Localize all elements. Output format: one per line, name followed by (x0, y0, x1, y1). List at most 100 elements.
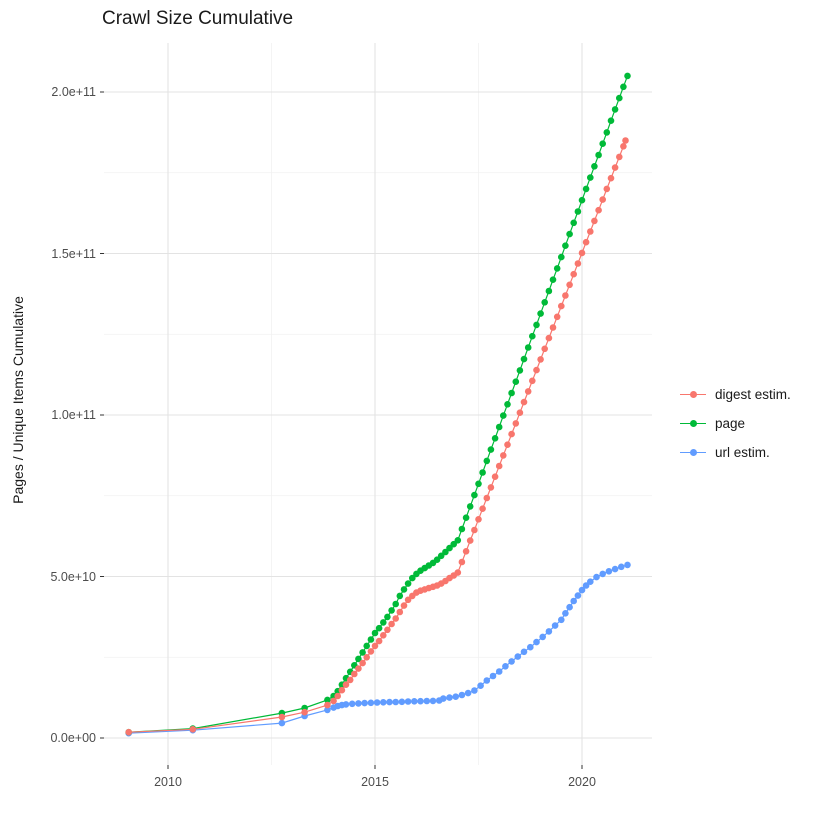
data-point-urlestim (373, 699, 381, 706)
data-point-digestestim (599, 196, 606, 203)
data-point-page (516, 367, 524, 374)
data-point-urlestim (558, 616, 565, 624)
data-point-urlestim (458, 691, 466, 699)
data-point-urlestim (593, 573, 600, 581)
data-point-digestestim (334, 692, 342, 700)
data-point-page (458, 525, 466, 533)
data-point-page (392, 600, 400, 608)
data-point-digestestim (342, 681, 350, 688)
data-point-page (611, 106, 619, 113)
data-point-digestestim (529, 377, 536, 385)
data-point-digestestim (189, 726, 197, 733)
data-point-urlestim (417, 697, 424, 705)
data-point-page (409, 574, 416, 582)
data-point-urlestim (574, 592, 582, 599)
data-point-digestestim (351, 670, 358, 678)
data-point-page (574, 208, 582, 215)
data-point-page (595, 151, 602, 159)
data-point-urlestim (361, 699, 368, 707)
data-point-page (553, 265, 561, 272)
data-point-urlestim (392, 698, 400, 706)
data-point-digestestim (504, 441, 511, 449)
data-point-page (388, 607, 395, 614)
data-point-page (466, 503, 474, 510)
data-point-urlestim (514, 653, 522, 660)
data-point-digestestim (500, 452, 507, 459)
data-point-urlestim (477, 682, 484, 689)
data-point-urlestim (404, 698, 412, 705)
legend-item-url: url estim. (680, 438, 791, 467)
data-point-digestestim (558, 302, 565, 310)
data-point-digestestim (587, 228, 594, 235)
legend-key-digest (680, 388, 706, 402)
data-point-page (375, 624, 383, 632)
data-point-digestestim (363, 654, 371, 661)
legend-key-page (680, 417, 706, 431)
data-point-digestestim (400, 602, 408, 609)
data-point-digestestim (396, 608, 404, 616)
series-line-urlestim (128, 564, 628, 734)
data-point-urlestim (502, 663, 509, 670)
data-point-digestestim (375, 637, 383, 645)
data-point-digestestim (616, 153, 623, 161)
legend-point-icon (689, 449, 697, 456)
data-point-digestestim (495, 462, 503, 470)
data-point-page (442, 548, 449, 556)
data-point-page (380, 619, 387, 626)
data-point-urlestim (348, 700, 356, 708)
data-point-digestestim (367, 648, 375, 655)
x-tick-label: 2020 (568, 775, 596, 789)
data-point-page (446, 544, 453, 552)
data-point-digestestim (524, 388, 532, 395)
data-point-urlestim (605, 568, 613, 575)
data-point-urlestim (489, 672, 497, 680)
data-point-digestestim (346, 676, 354, 684)
data-point-digestestim (508, 430, 515, 438)
data-point-page (587, 174, 594, 181)
data-point-digestestim (520, 398, 528, 406)
data-point-digestestim (301, 708, 308, 716)
data-point-digestestim (591, 217, 598, 225)
y-tick-label: 2.0e+11 (51, 85, 96, 99)
data-point-urlestim (520, 648, 528, 656)
y-axis-title: Pages / Unique Items Cumulative (10, 296, 26, 504)
data-point-urlestim (423, 697, 431, 705)
data-point-digestestim (392, 615, 400, 622)
data-point-urlestim (562, 610, 569, 617)
data-point-page (359, 649, 366, 656)
data-point-page (599, 140, 606, 147)
legend-label-page: page (715, 416, 746, 431)
data-point-urlestim (527, 643, 534, 651)
data-point-urlestim (618, 563, 625, 571)
data-point-page (570, 219, 577, 227)
data-point-page (483, 457, 491, 465)
data-point-page (367, 636, 375, 643)
data-point-digestestim (595, 206, 602, 214)
data-point-page (324, 696, 331, 704)
data-point-page (495, 423, 503, 431)
data-point-page (491, 435, 499, 442)
data-point-urlestim (429, 697, 437, 705)
data-point-digestestim (404, 596, 412, 604)
y-tick-label: 1.0e+11 (51, 408, 96, 422)
data-point-digestestim (582, 238, 590, 246)
y-tick-label: 1.5e+11 (51, 246, 96, 261)
data-point-urlestim (367, 699, 375, 707)
data-point-digestestim (278, 713, 286, 721)
data-point-urlestim (508, 658, 515, 665)
data-point-page (591, 163, 598, 170)
data-point-page (607, 117, 615, 124)
data-point-page (624, 72, 631, 80)
data-point-page (363, 642, 371, 650)
legend-item-page: page (680, 409, 791, 438)
data-point-page (582, 185, 590, 193)
data-point-urlestim (611, 565, 619, 573)
data-point-urlestim (483, 677, 491, 684)
data-point-page (404, 580, 412, 587)
data-point-page (400, 586, 408, 593)
data-point-digestestim (466, 537, 474, 544)
data-point-digestestim (324, 701, 331, 709)
data-point-page (462, 514, 470, 521)
data-point-digestestim (338, 686, 346, 694)
